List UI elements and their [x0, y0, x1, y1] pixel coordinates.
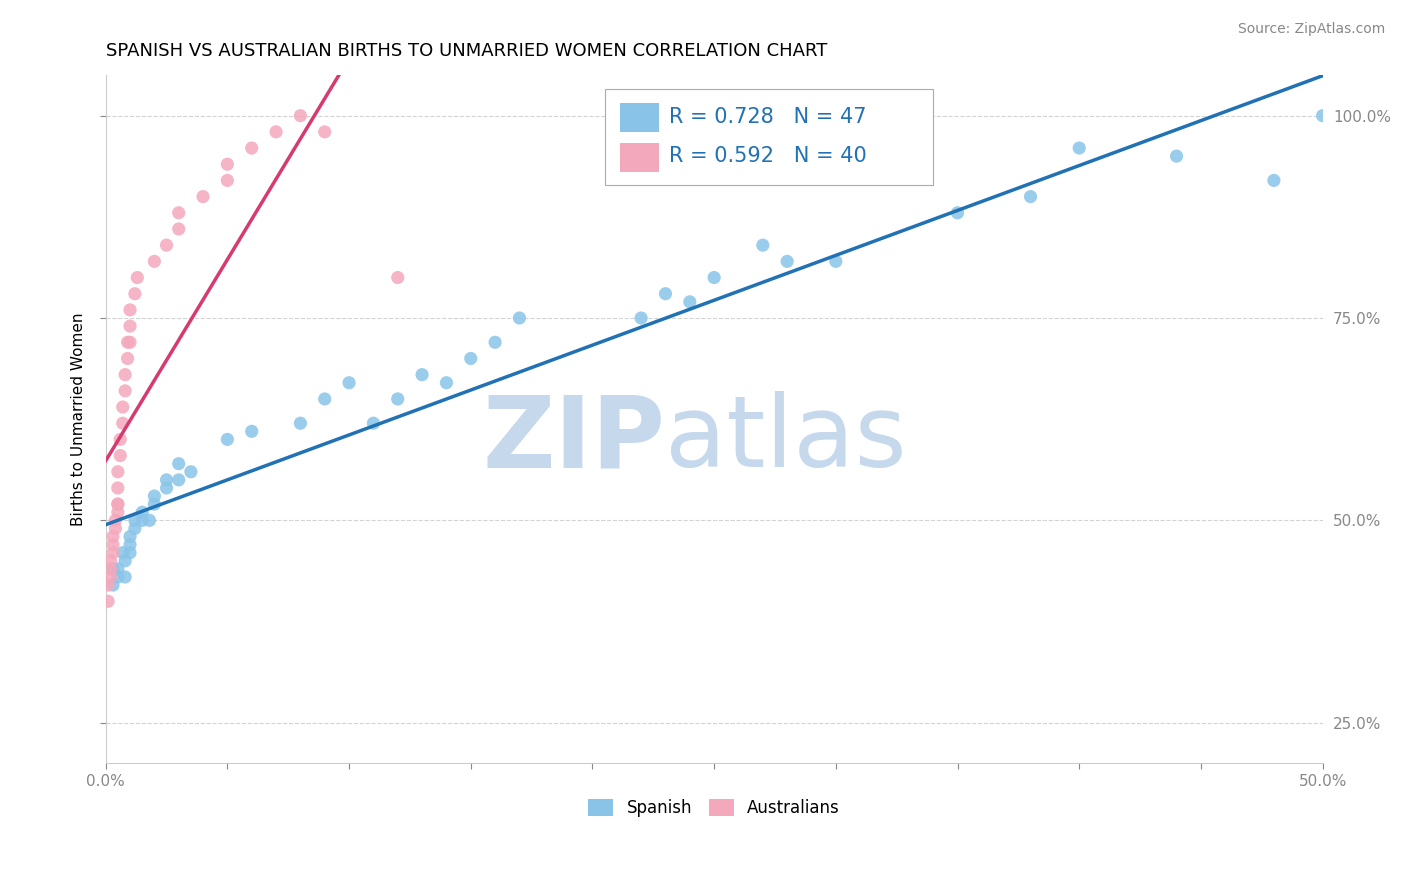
- Point: [143, 254, 166, 268]
- Point: [111, 546, 134, 560]
- Point: [131, 513, 153, 527]
- Point: [110, 449, 132, 463]
- Point: [363, 416, 385, 430]
- Point: [1166, 149, 1188, 163]
- Point: [155, 473, 177, 487]
- Point: [703, 270, 725, 285]
- Point: [180, 465, 202, 479]
- Point: [118, 302, 141, 317]
- Point: [155, 238, 177, 252]
- Point: [1263, 173, 1285, 187]
- Point: [104, 513, 127, 527]
- Point: [484, 335, 506, 350]
- FancyBboxPatch shape: [620, 143, 659, 171]
- Text: SPANISH VS AUSTRALIAN BIRTHS TO UNMARRIED WOMEN CORRELATION CHART: SPANISH VS AUSTRALIAN BIRTHS TO UNMARRIE…: [105, 42, 827, 60]
- Point: [290, 109, 312, 123]
- Point: [117, 335, 139, 350]
- Point: [100, 554, 122, 568]
- Text: R = 0.592   N = 40: R = 0.592 N = 40: [669, 146, 868, 167]
- Point: [460, 351, 482, 366]
- Point: [1312, 109, 1334, 123]
- Point: [143, 489, 166, 503]
- Point: [118, 319, 141, 334]
- Point: [1019, 189, 1042, 203]
- Point: [217, 173, 239, 187]
- Point: [290, 416, 312, 430]
- Point: [217, 157, 239, 171]
- Point: [436, 376, 458, 390]
- Point: [110, 433, 132, 447]
- Point: [240, 141, 263, 155]
- Text: R = 0.728   N = 47: R = 0.728 N = 47: [669, 107, 866, 128]
- Point: [107, 497, 129, 511]
- Point: [107, 562, 129, 576]
- Point: [97, 594, 120, 608]
- Point: [124, 286, 146, 301]
- Point: [314, 392, 336, 406]
- Legend: Spanish, Australians: Spanish, Australians: [582, 792, 846, 823]
- Point: [111, 400, 134, 414]
- Y-axis label: Births to Unmarried Women: Births to Unmarried Women: [72, 312, 86, 526]
- Point: [411, 368, 433, 382]
- Point: [118, 529, 141, 543]
- Point: [124, 521, 146, 535]
- Point: [107, 481, 129, 495]
- Point: [107, 505, 129, 519]
- Point: [101, 578, 124, 592]
- Point: [752, 238, 775, 252]
- Point: [118, 546, 141, 560]
- Point: [107, 570, 129, 584]
- Text: ZIP: ZIP: [482, 392, 665, 488]
- Point: [101, 546, 124, 560]
- Point: [127, 270, 149, 285]
- Point: [124, 513, 146, 527]
- Point: [337, 376, 360, 390]
- Point: [143, 497, 166, 511]
- Point: [167, 457, 190, 471]
- Point: [138, 513, 160, 527]
- Point: [1069, 141, 1091, 155]
- Point: [114, 384, 136, 398]
- Point: [107, 497, 129, 511]
- Point: [630, 311, 652, 326]
- Point: [167, 222, 190, 236]
- Point: [217, 433, 239, 447]
- Point: [118, 538, 141, 552]
- Point: [101, 562, 124, 576]
- Point: [118, 335, 141, 350]
- Point: [114, 570, 136, 584]
- Point: [114, 368, 136, 382]
- Point: [387, 392, 409, 406]
- Point: [155, 481, 177, 495]
- Point: [824, 254, 846, 268]
- Point: [114, 554, 136, 568]
- Text: atlas: atlas: [665, 392, 907, 488]
- Point: [776, 254, 799, 268]
- FancyBboxPatch shape: [620, 103, 659, 132]
- Point: [101, 538, 124, 552]
- Point: [100, 562, 122, 576]
- FancyBboxPatch shape: [605, 89, 934, 186]
- Point: [167, 473, 190, 487]
- Point: [167, 206, 190, 220]
- Point: [100, 570, 122, 584]
- Point: [654, 286, 676, 301]
- Text: Source: ZipAtlas.com: Source: ZipAtlas.com: [1237, 22, 1385, 37]
- Point: [104, 521, 127, 535]
- Point: [101, 529, 124, 543]
- Point: [191, 189, 214, 203]
- Point: [117, 351, 139, 366]
- Point: [314, 125, 336, 139]
- Point: [679, 294, 702, 309]
- Point: [387, 270, 409, 285]
- Point: [508, 311, 530, 326]
- Point: [131, 505, 153, 519]
- Point: [946, 206, 969, 220]
- Point: [111, 416, 134, 430]
- Point: [97, 578, 120, 592]
- Point: [107, 465, 129, 479]
- Point: [240, 425, 263, 439]
- Point: [264, 125, 287, 139]
